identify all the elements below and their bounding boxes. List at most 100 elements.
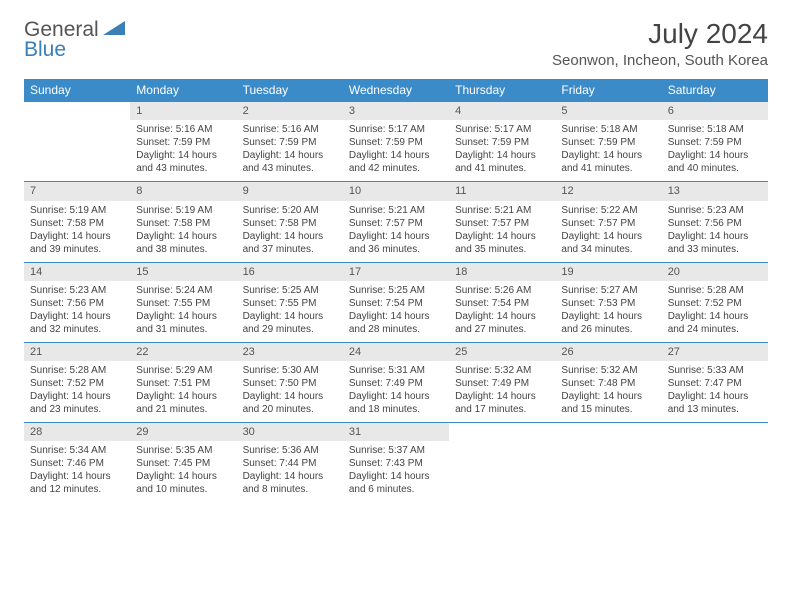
sunrise-text: Sunrise: 5:28 AM <box>30 364 124 377</box>
daylight-line1: Daylight: 14 hours <box>349 470 443 483</box>
sunset-text: Sunset: 7:59 PM <box>455 136 549 149</box>
sunrise-text: Sunrise: 5:18 AM <box>561 123 655 136</box>
daylight-line2: and 35 minutes. <box>455 243 549 256</box>
day-number-cell: 2 <box>237 102 343 121</box>
day-number-cell: 27 <box>662 342 768 361</box>
day-number-cell: 15 <box>130 262 236 281</box>
daylight-line1: Daylight: 14 hours <box>136 230 230 243</box>
daylight-line2: and 32 minutes. <box>30 323 124 336</box>
day-number-cell: 22 <box>130 342 236 361</box>
sunrise-text: Sunrise: 5:18 AM <box>668 123 762 136</box>
day-info-cell: Sunrise: 5:17 AMSunset: 7:59 PMDaylight:… <box>343 120 449 182</box>
sunrise-text: Sunrise: 5:30 AM <box>243 364 337 377</box>
daylight-line1: Daylight: 14 hours <box>30 390 124 403</box>
sunset-text: Sunset: 7:54 PM <box>349 297 443 310</box>
daylight-line2: and 23 minutes. <box>30 403 124 416</box>
daylight-line2: and 42 minutes. <box>349 162 443 175</box>
sunrise-text: Sunrise: 5:23 AM <box>668 204 762 217</box>
sunset-text: Sunset: 7:59 PM <box>668 136 762 149</box>
day-info-row: Sunrise: 5:23 AMSunset: 7:56 PMDaylight:… <box>24 281 768 343</box>
daylight-line1: Daylight: 14 hours <box>668 230 762 243</box>
day-number-cell: 16 <box>237 262 343 281</box>
day-info-row: Sunrise: 5:28 AMSunset: 7:52 PMDaylight:… <box>24 361 768 423</box>
daylight-line2: and 40 minutes. <box>668 162 762 175</box>
sunset-text: Sunset: 7:55 PM <box>136 297 230 310</box>
daylight-line2: and 36 minutes. <box>349 243 443 256</box>
day-info-cell: Sunrise: 5:30 AMSunset: 7:50 PMDaylight:… <box>237 361 343 423</box>
daylight-line1: Daylight: 14 hours <box>30 310 124 323</box>
daylight-line1: Daylight: 14 hours <box>243 149 337 162</box>
daylight-line1: Daylight: 14 hours <box>136 470 230 483</box>
daylight-line2: and 33 minutes. <box>668 243 762 256</box>
day-info-cell: Sunrise: 5:28 AMSunset: 7:52 PMDaylight:… <box>662 281 768 343</box>
title-block: July 2024 Seonwon, Incheon, South Korea <box>552 18 768 69</box>
weekday-header: Monday <box>130 79 236 102</box>
sunset-text: Sunset: 7:58 PM <box>30 217 124 230</box>
day-number-cell: 12 <box>555 182 661 201</box>
daylight-line1: Daylight: 14 hours <box>561 390 655 403</box>
daylight-line2: and 34 minutes. <box>561 243 655 256</box>
sunset-text: Sunset: 7:53 PM <box>561 297 655 310</box>
day-number-cell: 20 <box>662 262 768 281</box>
sunset-text: Sunset: 7:59 PM <box>349 136 443 149</box>
day-number-cell <box>662 423 768 442</box>
sunrise-text: Sunrise: 5:29 AM <box>136 364 230 377</box>
day-info-cell: Sunrise: 5:28 AMSunset: 7:52 PMDaylight:… <box>24 361 130 423</box>
daylight-line2: and 6 minutes. <box>349 483 443 496</box>
weekday-header: Thursday <box>449 79 555 102</box>
day-info-cell: Sunrise: 5:31 AMSunset: 7:49 PMDaylight:… <box>343 361 449 423</box>
daylight-line2: and 26 minutes. <box>561 323 655 336</box>
sunset-text: Sunset: 7:57 PM <box>561 217 655 230</box>
sunrise-text: Sunrise: 5:17 AM <box>455 123 549 136</box>
day-info-cell <box>449 441 555 502</box>
sunrise-text: Sunrise: 5:22 AM <box>561 204 655 217</box>
day-info-cell: Sunrise: 5:25 AMSunset: 7:54 PMDaylight:… <box>343 281 449 343</box>
daylight-line2: and 18 minutes. <box>349 403 443 416</box>
daylight-line1: Daylight: 14 hours <box>136 310 230 323</box>
day-number-cell: 10 <box>343 182 449 201</box>
daylight-line2: and 24 minutes. <box>668 323 762 336</box>
sunrise-text: Sunrise: 5:26 AM <box>455 284 549 297</box>
day-number-cell: 3 <box>343 102 449 121</box>
day-info-cell: Sunrise: 5:24 AMSunset: 7:55 PMDaylight:… <box>130 281 236 343</box>
sunrise-text: Sunrise: 5:33 AM <box>668 364 762 377</box>
day-number-cell: 4 <box>449 102 555 121</box>
daylight-line1: Daylight: 14 hours <box>668 310 762 323</box>
sunrise-text: Sunrise: 5:21 AM <box>349 204 443 217</box>
sunrise-text: Sunrise: 5:23 AM <box>30 284 124 297</box>
daylight-line1: Daylight: 14 hours <box>30 470 124 483</box>
daylight-line1: Daylight: 14 hours <box>349 310 443 323</box>
day-info-cell: Sunrise: 5:32 AMSunset: 7:48 PMDaylight:… <box>555 361 661 423</box>
sunset-text: Sunset: 7:55 PM <box>243 297 337 310</box>
day-number-cell: 30 <box>237 423 343 442</box>
daylight-line1: Daylight: 14 hours <box>349 230 443 243</box>
daylight-line2: and 27 minutes. <box>455 323 549 336</box>
day-info-cell: Sunrise: 5:23 AMSunset: 7:56 PMDaylight:… <box>24 281 130 343</box>
daylight-line2: and 43 minutes. <box>136 162 230 175</box>
day-info-cell: Sunrise: 5:22 AMSunset: 7:57 PMDaylight:… <box>555 201 661 263</box>
daylight-line2: and 12 minutes. <box>30 483 124 496</box>
day-info-cell: Sunrise: 5:35 AMSunset: 7:45 PMDaylight:… <box>130 441 236 502</box>
sunset-text: Sunset: 7:49 PM <box>455 377 549 390</box>
day-number-cell: 31 <box>343 423 449 442</box>
day-info-cell: Sunrise: 5:16 AMSunset: 7:59 PMDaylight:… <box>237 120 343 182</box>
sunrise-text: Sunrise: 5:24 AM <box>136 284 230 297</box>
day-number-row: 78910111213 <box>24 182 768 201</box>
daylight-line1: Daylight: 14 hours <box>243 470 337 483</box>
day-number-cell <box>555 423 661 442</box>
daylight-line1: Daylight: 14 hours <box>561 149 655 162</box>
sunrise-text: Sunrise: 5:20 AM <box>243 204 337 217</box>
daylight-line2: and 13 minutes. <box>668 403 762 416</box>
daylight-line2: and 28 minutes. <box>349 323 443 336</box>
sunrise-text: Sunrise: 5:27 AM <box>561 284 655 297</box>
sunset-text: Sunset: 7:43 PM <box>349 457 443 470</box>
sunset-text: Sunset: 7:51 PM <box>136 377 230 390</box>
sunset-text: Sunset: 7:59 PM <box>243 136 337 149</box>
weekday-header: Wednesday <box>343 79 449 102</box>
day-number-cell: 26 <box>555 342 661 361</box>
sunset-text: Sunset: 7:57 PM <box>455 217 549 230</box>
day-number-cell: 19 <box>555 262 661 281</box>
day-number-cell: 18 <box>449 262 555 281</box>
sunrise-text: Sunrise: 5:36 AM <box>243 444 337 457</box>
daylight-line2: and 41 minutes. <box>561 162 655 175</box>
